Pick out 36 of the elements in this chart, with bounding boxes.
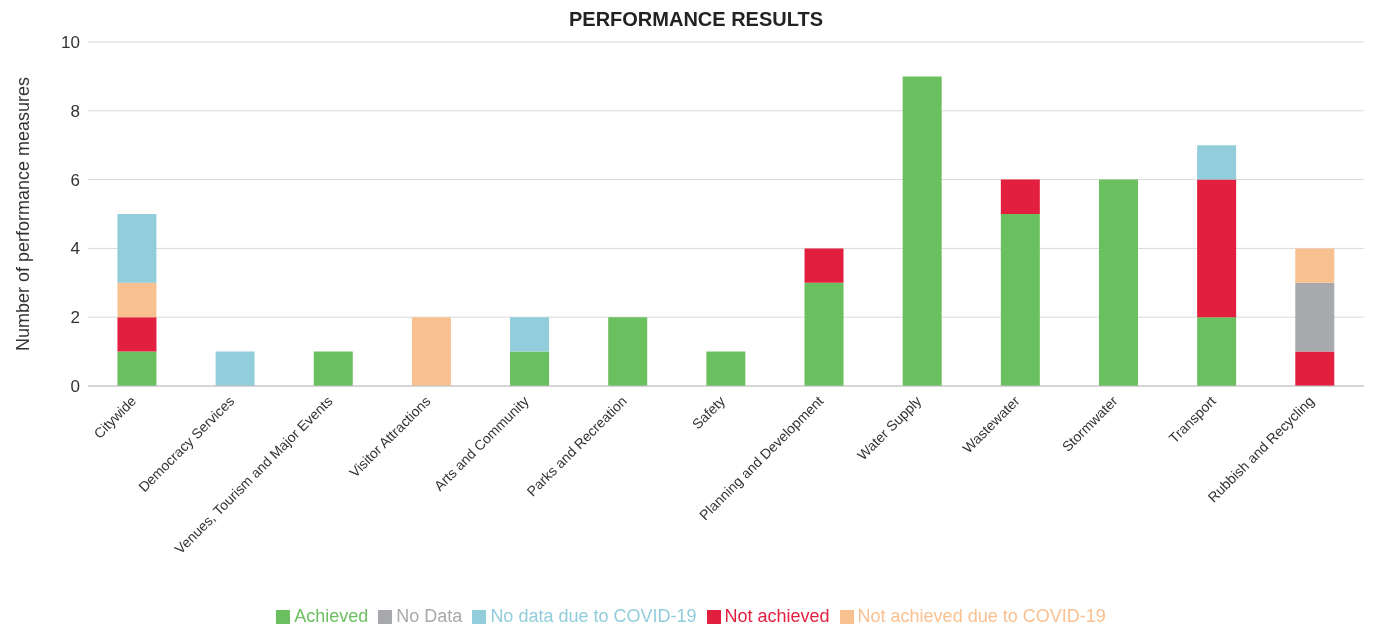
bar [117,214,157,283]
bar [313,351,353,386]
bar [117,282,157,318]
bar [1098,179,1138,386]
bar [117,317,157,352]
bar [215,351,255,386]
y-axis-title: Number of performance measures [13,76,34,352]
legend-label: Not achieved due to COVID-19 [857,606,1106,626]
bar [510,317,550,352]
bar [1295,282,1335,352]
bar [804,282,844,386]
y-tick-label: 0 [70,377,80,397]
chart-title: PERFORMANCE RESULTS [567,8,825,32]
bar [1197,145,1237,180]
legend-label: No Data [396,606,463,626]
bar [1295,248,1335,283]
bar [804,248,844,283]
y-tick-label: 10 [61,33,80,53]
legend-label: Achieved [294,606,369,626]
bar [117,351,157,386]
bar [1197,317,1237,386]
y-tick-label: 2 [70,308,80,328]
bar [510,351,550,386]
bar [1000,214,1040,386]
bar [608,317,648,386]
bar [1197,179,1237,318]
bar [902,76,942,386]
bar [411,317,451,386]
bar [1000,179,1040,214]
legend-label: No data due to COVID-19 [490,606,697,626]
y-tick-label: 6 [70,170,80,190]
y-tick-label: 4 [70,239,80,259]
bar [706,351,746,386]
y-tick-label: 8 [70,101,80,121]
legend-label: Not achieved [724,606,830,626]
bar [1295,351,1335,386]
